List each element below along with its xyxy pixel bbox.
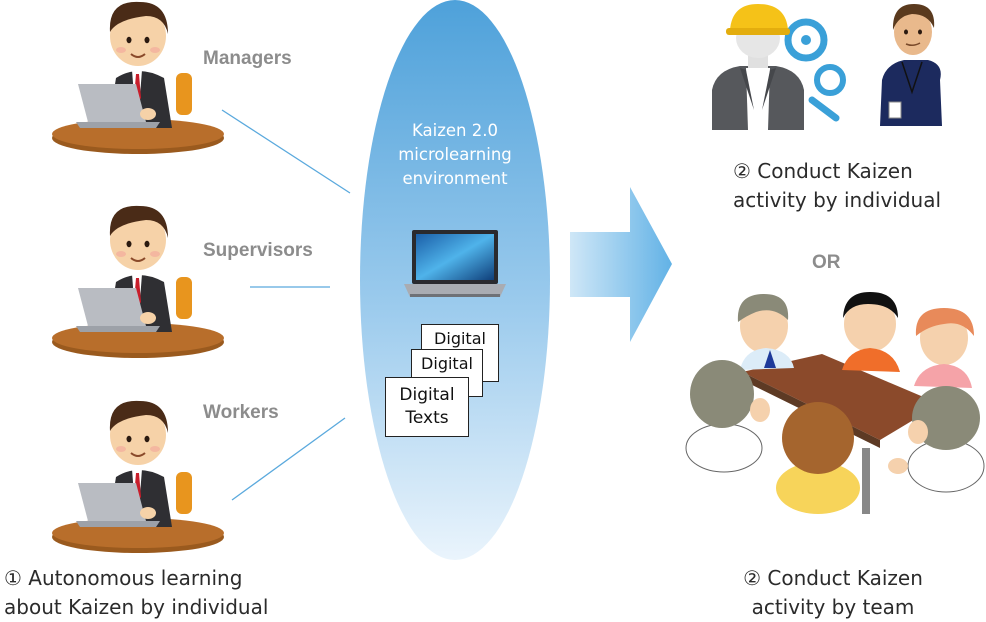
environment-title: Kaizen 2.0 microlearning environment xyxy=(398,121,512,188)
label-workers: Workers xyxy=(203,402,279,423)
worker-figure xyxy=(51,399,225,554)
supervisor-figure xyxy=(51,204,225,359)
label-managers: Managers xyxy=(203,48,292,69)
staff-figure xyxy=(880,4,942,126)
flow-arrow xyxy=(570,187,672,342)
team-meeting-figure xyxy=(685,292,985,514)
laptop-icon xyxy=(404,230,506,297)
label-supervisors: Supervisors xyxy=(203,240,313,261)
caption-individual-activity: ② Conduct Kaizen activity by individual xyxy=(733,159,942,212)
connector-managers xyxy=(221,109,351,194)
digital-texts-document: Digital Texts xyxy=(385,377,469,437)
connector-workers xyxy=(231,417,346,501)
caption-team-activity: ② Conduct Kaizen activity by team xyxy=(743,566,923,619)
caption-autonomous-learning: ① Autonomous learning about Kaizen by in… xyxy=(4,566,269,619)
engineer-figure xyxy=(712,4,846,130)
or-label: OR xyxy=(812,252,841,273)
manager-figure xyxy=(51,0,225,155)
